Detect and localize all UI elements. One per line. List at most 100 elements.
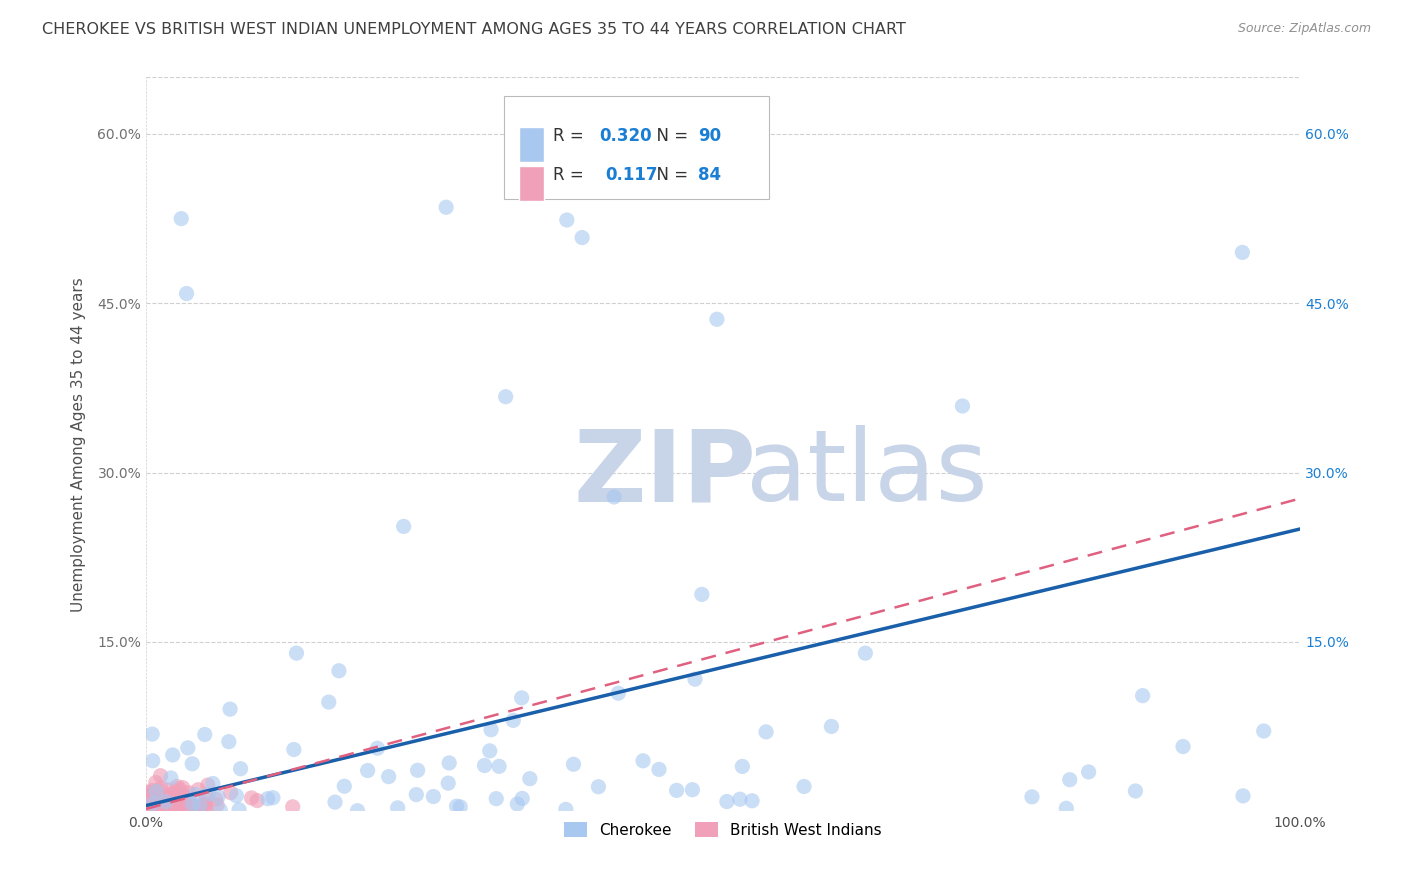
- Point: [162, 801, 184, 815]
- Point: [366, 741, 388, 756]
- Point: [177, 786, 200, 800]
- Point: [177, 792, 200, 806]
- Point: [181, 797, 204, 811]
- Point: [323, 795, 346, 809]
- Point: [150, 794, 173, 808]
- Point: [166, 796, 188, 810]
- Text: Source: ZipAtlas.com: Source: ZipAtlas.com: [1237, 22, 1371, 36]
- Point: [346, 804, 368, 818]
- Point: [165, 789, 187, 804]
- Point: [160, 800, 183, 814]
- Bar: [519, 166, 544, 201]
- Point: [449, 800, 471, 814]
- Point: [198, 787, 221, 801]
- Point: [181, 803, 204, 817]
- Point: [141, 795, 163, 809]
- Point: [139, 803, 162, 817]
- Point: [434, 200, 457, 214]
- Point: [603, 490, 626, 504]
- Point: [328, 664, 350, 678]
- Point: [1021, 789, 1043, 804]
- Point: [1125, 784, 1147, 798]
- Point: [194, 799, 217, 814]
- Point: [437, 756, 460, 770]
- Point: [172, 792, 194, 806]
- Point: [149, 781, 172, 796]
- Text: CHEROKEE VS BRITISH WEST INDIAN UNEMPLOYMENT AMONG AGES 35 TO 44 YEARS CORRELATI: CHEROKEE VS BRITISH WEST INDIAN UNEMPLOY…: [42, 22, 905, 37]
- Point: [485, 791, 508, 805]
- Point: [172, 790, 194, 805]
- Point: [225, 789, 247, 803]
- Bar: [519, 127, 544, 161]
- Point: [229, 762, 252, 776]
- Point: [554, 802, 576, 816]
- Point: [165, 784, 187, 798]
- Point: [148, 803, 170, 817]
- Point: [631, 754, 654, 768]
- Point: [155, 795, 177, 809]
- Point: [853, 646, 876, 660]
- Point: [665, 783, 688, 797]
- Point: [820, 719, 842, 733]
- Point: [205, 797, 228, 812]
- Text: R =: R =: [554, 127, 589, 145]
- Point: [136, 785, 159, 799]
- Point: [173, 789, 195, 804]
- Point: [145, 775, 167, 789]
- Point: [163, 803, 186, 817]
- Point: [356, 764, 378, 778]
- Point: [165, 794, 187, 808]
- Point: [188, 799, 211, 814]
- Point: [165, 795, 187, 809]
- Point: [177, 740, 200, 755]
- Point: [142, 754, 165, 768]
- Point: [333, 779, 356, 793]
- Point: [145, 802, 167, 816]
- Point: [755, 725, 778, 739]
- Point: [502, 714, 524, 728]
- Point: [422, 789, 444, 804]
- Point: [377, 770, 399, 784]
- Point: [207, 789, 229, 804]
- Point: [157, 788, 180, 802]
- Point: [201, 776, 224, 790]
- Point: [218, 734, 240, 748]
- Point: [153, 797, 176, 812]
- Point: [136, 802, 159, 816]
- Point: [1132, 689, 1154, 703]
- Point: [146, 791, 169, 805]
- Point: [160, 801, 183, 815]
- Point: [204, 792, 226, 806]
- Point: [141, 787, 163, 801]
- Point: [488, 759, 510, 773]
- Point: [152, 799, 174, 814]
- Point: [157, 789, 180, 804]
- Point: [474, 758, 496, 772]
- Point: [169, 781, 191, 796]
- Point: [153, 797, 176, 812]
- Point: [143, 800, 166, 814]
- Point: [143, 794, 166, 808]
- Point: [495, 390, 517, 404]
- Point: [152, 795, 174, 809]
- Point: [446, 799, 468, 814]
- Y-axis label: Unemployment Among Ages 35 to 44 years: Unemployment Among Ages 35 to 44 years: [72, 277, 86, 612]
- Legend: Cherokee, British West Indians: Cherokee, British West Indians: [558, 815, 887, 844]
- Point: [392, 519, 415, 533]
- Point: [149, 796, 172, 810]
- Point: [148, 796, 170, 810]
- Point: [149, 769, 172, 783]
- Point: [153, 797, 176, 811]
- Point: [146, 789, 169, 804]
- Point: [683, 672, 706, 686]
- Point: [1059, 772, 1081, 787]
- Point: [139, 789, 162, 803]
- Point: [156, 782, 179, 797]
- Point: [681, 782, 703, 797]
- Point: [170, 797, 193, 811]
- Point: [173, 789, 195, 804]
- Point: [145, 796, 167, 810]
- Point: [145, 800, 167, 814]
- Point: [731, 759, 754, 773]
- Point: [139, 790, 162, 805]
